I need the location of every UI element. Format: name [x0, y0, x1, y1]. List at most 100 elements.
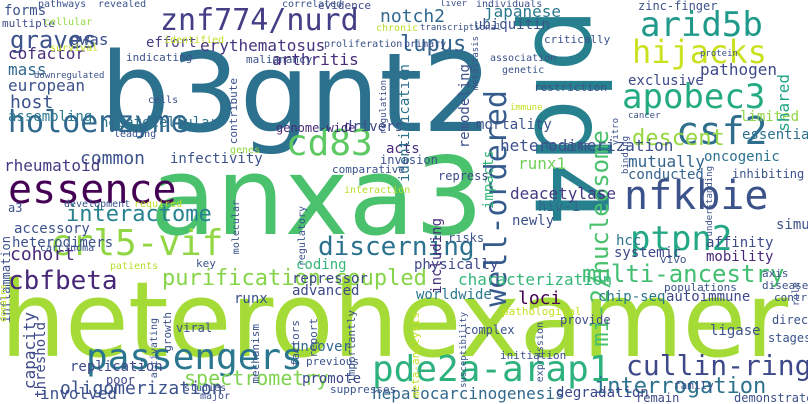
- word-spectrometry: spectrometry: [184, 366, 329, 390]
- word-populations: vivo: [660, 253, 687, 266]
- word-csf2: csf2: [676, 109, 768, 153]
- word-exclusive: exclusive: [628, 73, 704, 89]
- word-runx: characterization: [458, 270, 613, 289]
- word-gwas: cofactor: [8, 44, 86, 63]
- word-critically: restriction: [534, 81, 607, 94]
- word-malignancy: contribute: [227, 78, 240, 145]
- word-indicating: malignancy: [246, 53, 313, 66]
- word-heterodimers: accessory: [14, 221, 90, 237]
- word-domains: understanding: [705, 166, 715, 237]
- word-susceptibility: pathological: [502, 305, 582, 318]
- word-passengers: passengers: [86, 337, 303, 378]
- word-identified: downregulated: [34, 71, 105, 81]
- word-mobility: affinity: [706, 235, 774, 251]
- word-hiv-1: deacetylase: [510, 184, 616, 203]
- word-genes: leading: [114, 129, 157, 140]
- word-loci: simultaneously: [776, 217, 808, 233]
- word-meta-analysis: importantly: [345, 310, 358, 383]
- word-key: repress: [438, 169, 489, 183]
- word-uncover: promote: [302, 371, 362, 387]
- word-cellular: survival: [50, 43, 99, 54]
- word-b3gnt2: b3gnt2: [100, 29, 493, 157]
- word-controls: disease: [762, 279, 808, 292]
- word-direct: provide: [560, 313, 611, 327]
- word-purification-coupled: purification-coupled: [162, 266, 427, 291]
- word-multiple: indicating: [126, 51, 193, 64]
- word-viral: uncover: [292, 339, 352, 355]
- word-inflammation: a3: [8, 201, 23, 215]
- word-axis: forms: [4, 3, 47, 19]
- word-simultaneously: mobility: [706, 249, 774, 265]
- word-cell: liver: [440, 0, 468, 9]
- word-growth: activating: [149, 318, 160, 379]
- word-znf774-nurd: znf774/nurd: [160, 3, 359, 38]
- word-involved: replication: [70, 359, 163, 375]
- word-mortality: remodeling: [457, 64, 473, 149]
- word-immune: expression: [535, 322, 546, 383]
- word-ligase: degradation: [556, 385, 649, 401]
- word-oncogenic: oncogenic: [704, 149, 780, 165]
- word-carcinoma: required: [134, 199, 183, 210]
- word-stages: direct: [772, 313, 808, 327]
- word-ptpn2: ptpn2: [630, 219, 733, 259]
- word-forms: multiple: [2, 17, 55, 30]
- word-effort: effort: [146, 35, 197, 51]
- word-degradation: viral: [176, 321, 213, 335]
- word-lupus: lupus: [400, 32, 467, 57]
- word-mechanism: report: [307, 318, 320, 358]
- word-remain: stages: [768, 331, 808, 345]
- word-suppresses: previous: [306, 355, 359, 368]
- word-advanced: repressor: [292, 271, 368, 287]
- word-holoenzyme: holoenzyme: [8, 105, 189, 140]
- word-association: initiation: [500, 349, 567, 362]
- word-development: interaction: [344, 185, 411, 196]
- word-cofactor: mass: [8, 60, 47, 79]
- word-pde2a-arap1: pde2a-arap1: [372, 349, 611, 390]
- word-repress: invasion: [380, 153, 438, 167]
- word-promote: poor: [106, 373, 135, 387]
- word-limited: limited: [740, 109, 800, 125]
- word-factors: key: [196, 257, 216, 270]
- word-expression: susceptibility: [459, 312, 469, 388]
- word-comparative: genes: [230, 145, 261, 156]
- word-evidence: demonstrated: [734, 391, 808, 404]
- word-interrogation: interrogation: [594, 374, 767, 399]
- word-pathways: genetic: [502, 65, 545, 76]
- word-chip-seq: loci: [518, 288, 562, 309]
- word-newly: hiv-1: [538, 199, 581, 215]
- word-interaction: comparative: [332, 163, 405, 176]
- word-activating: regulatory: [297, 206, 308, 267]
- word-poor: involved: [40, 384, 118, 403]
- word-mutually: mutually: [628, 152, 706, 171]
- word-targets: inhibiting: [732, 167, 805, 181]
- word-leading: cells: [148, 95, 179, 106]
- word-importantly: growth: [161, 312, 174, 352]
- word-impacts: runx1: [518, 154, 567, 173]
- word-a3: cohort: [10, 244, 76, 265]
- word-graves: graves: [10, 26, 97, 54]
- word-infectivity: rheumatoid: [4, 156, 101, 175]
- word-inhibiting: populations: [664, 281, 737, 294]
- word-cohort: heterodimers: [12, 235, 114, 251]
- word-proliferation: primary: [404, 39, 447, 50]
- word-drivers: acts: [386, 141, 420, 157]
- word-european: host: [10, 92, 54, 113]
- word-chronic: individuals: [476, 0, 543, 10]
- word-studies: major: [200, 391, 231, 402]
- word-discerning: discerning: [318, 232, 475, 262]
- word-complex: ligase: [710, 323, 761, 339]
- word-transcriptional: domains: [0, 284, 9, 322]
- word-systemic: hcc: [616, 233, 642, 249]
- word-hijacks: hijacks: [632, 33, 767, 71]
- word-regulation: transcriptional: [420, 23, 502, 33]
- word-genetic: association: [490, 53, 557, 64]
- word-survival: identified: [164, 35, 225, 46]
- word-molecular: patients: [110, 261, 159, 272]
- word-patients: carcinoma: [40, 243, 95, 254]
- word-ubiquitin: ubiquitin: [474, 17, 550, 33]
- word-liver: role: [791, 282, 802, 307]
- word-identification: genome-wide: [276, 121, 356, 135]
- word-zinc-finger: evidence: [318, 0, 371, 12]
- word-rheumatoid: common: [80, 148, 146, 169]
